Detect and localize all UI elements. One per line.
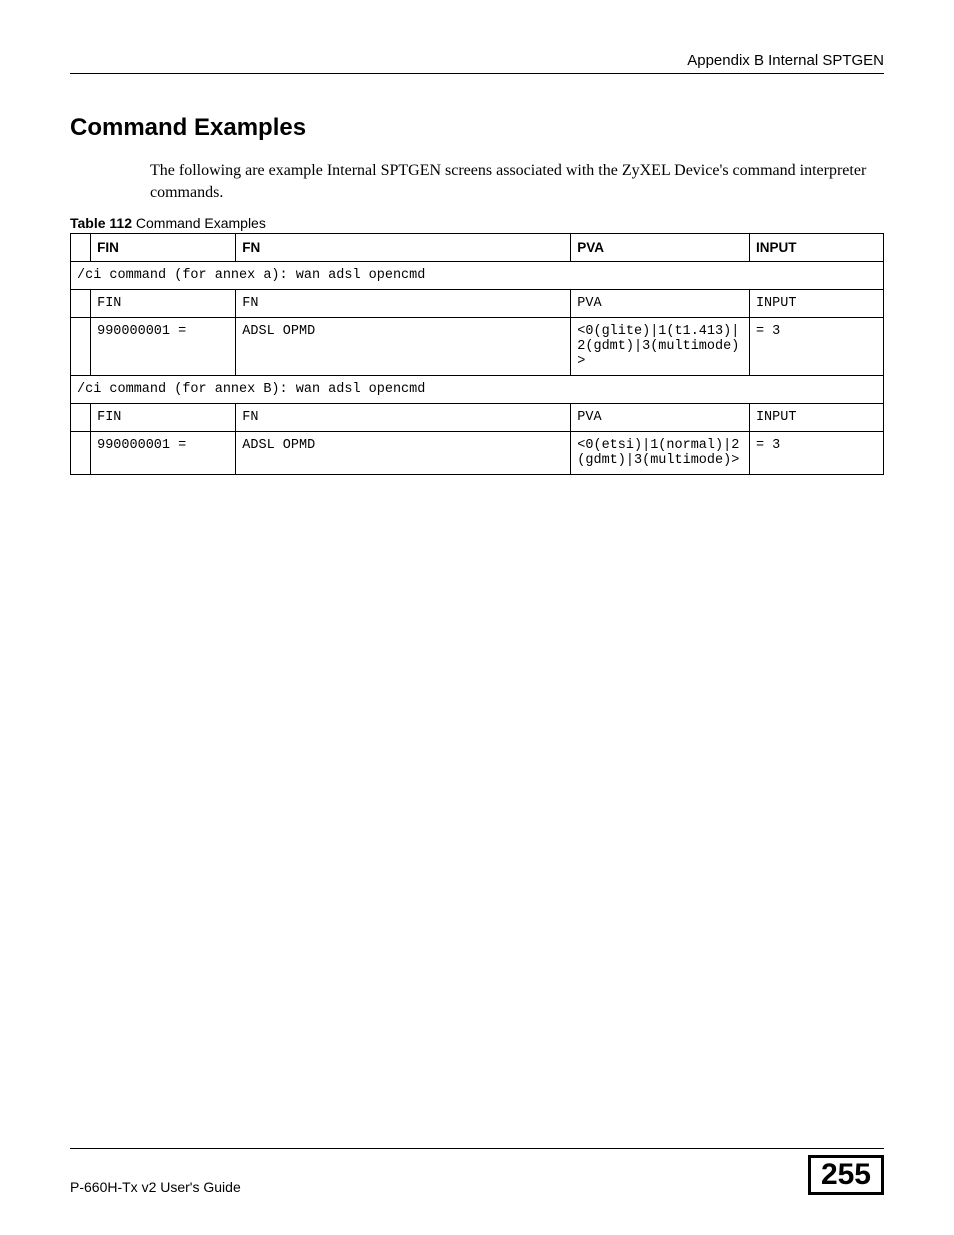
- table-cell-fin: 990000001 =: [91, 432, 236, 475]
- table-cell-fin: 990000001 =: [91, 318, 236, 376]
- table-span-cell: /ci command (for annex a): wan adsl open…: [71, 262, 884, 290]
- section-title: Command Examples: [70, 114, 884, 142]
- footer-guide-text: P-660H-Tx v2 User's Guide: [70, 1179, 241, 1195]
- table-header-blank: [71, 234, 91, 262]
- table-span-cell: /ci command (for annex B): wan adsl open…: [71, 376, 884, 404]
- page: Appendix B Internal SPTGEN Command Examp…: [0, 0, 954, 1235]
- header-right-text: Appendix B Internal SPTGEN: [687, 52, 884, 69]
- table-cell-pva: <0(etsi)|1(normal)|2(gdmt)|3(multimode)>: [571, 432, 750, 475]
- table-cell-fn: FN: [236, 404, 571, 432]
- table-header-fin: FIN: [91, 234, 236, 262]
- table-row: 990000001 = ADSL OPMD <0(glite)|1(t1.413…: [71, 318, 884, 376]
- table-row: 990000001 = ADSL OPMD <0(etsi)|1(normal)…: [71, 432, 884, 475]
- table-cell-blank: [71, 404, 91, 432]
- table-cell-blank: [71, 290, 91, 318]
- table-cell-fn: ADSL OPMD: [236, 432, 571, 475]
- table-row: FIN FN PVA INPUT: [71, 290, 884, 318]
- table-caption-number: Table 112: [70, 215, 132, 231]
- table-header-input: INPUT: [749, 234, 883, 262]
- table-cell-blank: [71, 432, 91, 475]
- table-row: /ci command (for annex a): wan adsl open…: [71, 262, 884, 290]
- table-cell-blank: [71, 318, 91, 376]
- page-number: 255: [808, 1155, 884, 1195]
- table-cell-fin: FIN: [91, 404, 236, 432]
- table-cell-input: = 3: [749, 318, 883, 376]
- table-caption-text: Command Examples: [132, 215, 266, 231]
- table-header-pva: PVA: [571, 234, 750, 262]
- table-cell-fn: ADSL OPMD: [236, 318, 571, 376]
- table-row: FIN FN PVA INPUT: [71, 404, 884, 432]
- table-header-fn: FN: [236, 234, 571, 262]
- table-cell-input: INPUT: [749, 404, 883, 432]
- table-cell-fin: FIN: [91, 290, 236, 318]
- table-row: /ci command (for annex B): wan adsl open…: [71, 376, 884, 404]
- table-cell-fn: FN: [236, 290, 571, 318]
- table-cell-pva: PVA: [571, 290, 750, 318]
- command-examples-table: FIN FN PVA INPUT /ci command (for annex …: [70, 233, 884, 475]
- table-cell-pva: <0(glite)|1(t1.413)|2(gdmt)|3(multimode)…: [571, 318, 750, 376]
- table-cell-input: = 3: [749, 432, 883, 475]
- table-header-row: FIN FN PVA INPUT: [71, 234, 884, 262]
- footer-line: P-660H-Tx v2 User's Guide 255: [70, 1148, 884, 1195]
- table-caption: Table 112 Command Examples: [70, 215, 884, 231]
- section-intro: The following are example Internal SPTGE…: [150, 160, 884, 203]
- table-cell-pva: PVA: [571, 404, 750, 432]
- page-header: Appendix B Internal SPTGEN: [70, 52, 884, 74]
- table-cell-input: INPUT: [749, 290, 883, 318]
- page-footer: P-660H-Tx v2 User's Guide 255: [70, 1148, 884, 1195]
